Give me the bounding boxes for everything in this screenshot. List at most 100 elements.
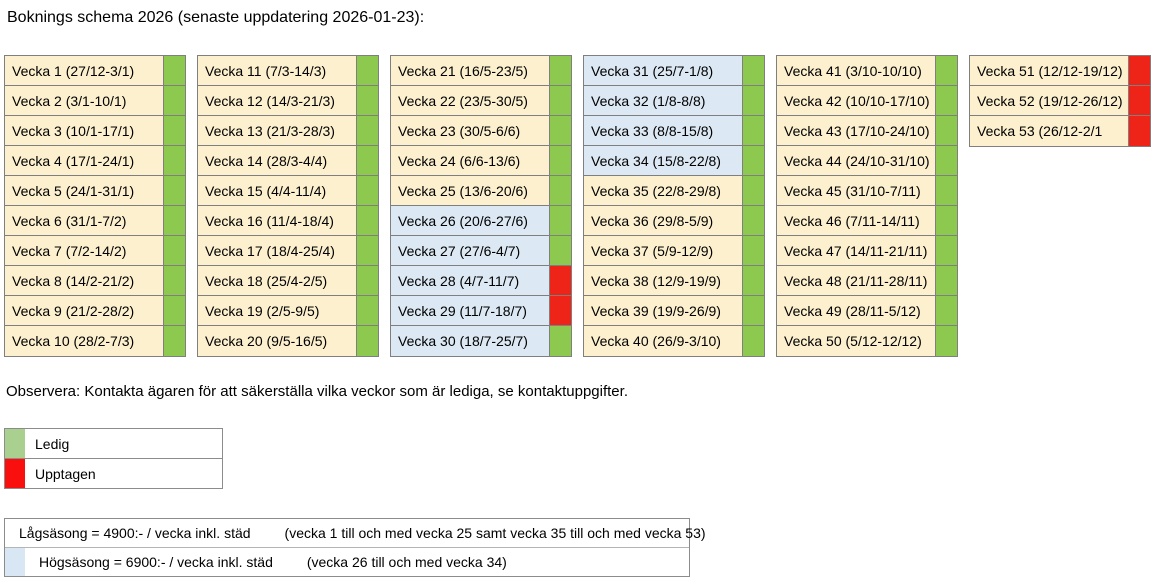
week-label: Vecka 13 (21/3-28/3)	[198, 116, 357, 145]
week-row: Vecka 14 (28/3-4/4)	[198, 146, 378, 176]
week-row: Vecka 19 (2/5-9/5)	[198, 296, 378, 326]
low-season-price-label: Lågsäsong = 4900:- / vecka inkl. städ	[19, 525, 251, 541]
week-label: Vecka 12 (14/3-21/3)	[198, 86, 357, 115]
week-row: Vecka 41 (3/10-10/10)	[777, 56, 957, 86]
week-label: Vecka 35 (22/8-29/8)	[584, 176, 743, 205]
week-status-free	[743, 56, 764, 85]
legend-row-free: Ledig	[5, 429, 222, 459]
week-status-free	[164, 206, 185, 235]
week-label: Vecka 25 (13/6-20/6)	[391, 176, 550, 205]
week-row: Vecka 33 (8/8-15/8)	[584, 116, 764, 146]
week-status-free	[743, 146, 764, 175]
week-label: Vecka 21 (16/5-23/5)	[391, 56, 550, 85]
booking-schedule-page: Boknings schema 2026 (senaste uppdaterin…	[0, 8, 1160, 577]
week-status-free	[743, 296, 764, 325]
week-row: Vecka 28 (4/7-11/7)	[391, 266, 571, 296]
week-row: Vecka 42 (10/10-17/10)	[777, 86, 957, 116]
week-label: Vecka 4 (17/1-24/1)	[5, 146, 164, 175]
booked-color-swatch	[5, 459, 25, 488]
week-status-free	[936, 56, 957, 85]
week-row: Vecka 27 (27/6-4/7)	[391, 236, 571, 266]
week-label: Vecka 27 (27/6-4/7)	[391, 236, 550, 265]
week-status-free	[936, 116, 957, 145]
week-label: Vecka 30 (18/7-25/7)	[391, 326, 550, 356]
week-row: Vecka 2 (3/1-10/1)	[5, 86, 185, 116]
week-column: Vecka 31 (25/7-1/8) Vecka 32 (1/8-8/8) Vec…	[583, 55, 765, 357]
week-status-free	[357, 116, 378, 145]
week-status-free	[550, 86, 571, 115]
week-row: Vecka 4 (17/1-24/1)	[5, 146, 185, 176]
week-row: Vecka 36 (29/8-5/9)	[584, 206, 764, 236]
week-status-free	[550, 176, 571, 205]
week-status-free	[550, 116, 571, 145]
week-row: Vecka 21 (16/5-23/5)	[391, 56, 571, 86]
week-status-free	[936, 206, 957, 235]
week-label: Vecka 39 (19/9-26/9)	[584, 296, 743, 325]
week-column: Vecka 11 (7/3-14/3) Vecka 12 (14/3-21/3) V…	[197, 55, 379, 357]
week-label: Vecka 23 (30/5-6/6)	[391, 116, 550, 145]
week-status-free	[357, 146, 378, 175]
week-label: Vecka 11 (7/3-14/3)	[198, 56, 357, 85]
week-row: Vecka 6 (31/1-7/2)	[5, 206, 185, 236]
week-label: Vecka 32 (1/8-8/8)	[584, 86, 743, 115]
low-season-range-note: (vecka 1 till och med vecka 25 samt veck…	[284, 525, 706, 541]
week-row: Vecka 39 (19/9-26/9)	[584, 296, 764, 326]
week-label: Vecka 51 (12/12-19/12)	[970, 56, 1129, 85]
week-row: Vecka 12 (14/3-21/3)	[198, 86, 378, 116]
week-row: Vecka 50 (5/12-12/12)	[777, 326, 957, 356]
week-row: Vecka 29 (11/7-18/7)	[391, 296, 571, 326]
week-status-free	[164, 56, 185, 85]
week-row: Vecka 1 (27/12-3/1)	[5, 56, 185, 86]
week-row: Vecka 20 (9/5-16/5)	[198, 326, 378, 356]
free-color-swatch	[5, 429, 25, 458]
week-status-free	[743, 116, 764, 145]
week-row: Vecka 47 (14/11-21/11)	[777, 236, 957, 266]
week-row: Vecka 51 (12/12-19/12)	[970, 56, 1150, 86]
week-status-free	[164, 176, 185, 205]
week-label: Vecka 45 (31/10-7/11)	[777, 176, 936, 205]
week-row: Vecka 40 (26/9-3/10)	[584, 326, 764, 356]
week-status-free	[936, 176, 957, 205]
week-row: Vecka 8 (14/2-21/2)	[5, 266, 185, 296]
price-legend: Lågsäsong = 4900:- / vecka inkl. städ (v…	[4, 518, 706, 577]
week-column: Vecka 21 (16/5-23/5) Vecka 22 (23/5-30/5)…	[390, 55, 572, 357]
week-label: Vecka 52 (19/12-26/12)	[970, 86, 1129, 115]
week-label: Vecka 41 (3/10-10/10)	[777, 56, 936, 85]
week-row: Vecka 30 (18/7-25/7)	[391, 326, 571, 356]
week-column: Vecka 51 (12/12-19/12) Vecka 52 (19/12-26…	[969, 55, 1151, 147]
week-status-free	[357, 86, 378, 115]
week-status-free	[164, 296, 185, 325]
price-row-high-season: Högsäsong = 6900:- / vecka inkl. städ (v…	[5, 548, 689, 576]
week-label: Vecka 48 (21/11-28/11)	[777, 266, 936, 295]
high-season-price-label: Högsäsong = 6900:- / vecka inkl. städ	[39, 554, 273, 570]
week-label: Vecka 46 (7/11-14/11)	[777, 206, 936, 235]
booking-grid: Vecka 1 (27/12-3/1) Vecka 2 (3/1-10/1) Vec…	[4, 55, 1160, 357]
week-status-free	[743, 206, 764, 235]
week-column: Vecka 1 (27/12-3/1) Vecka 2 (3/1-10/1) Vec…	[4, 55, 186, 357]
week-status-free	[550, 236, 571, 265]
week-label: Vecka 40 (26/9-3/10)	[584, 326, 743, 356]
week-label: Vecka 10 (28/2-7/3)	[5, 326, 164, 356]
week-row: Vecka 5 (24/1-31/1)	[5, 176, 185, 206]
week-row: Vecka 24 (6/6-13/6)	[391, 146, 571, 176]
week-label: Vecka 31 (25/7-1/8)	[584, 56, 743, 85]
week-label: Vecka 18 (25/4-2/5)	[198, 266, 357, 295]
week-row: Vecka 37 (5/9-12/9)	[584, 236, 764, 266]
week-row: Vecka 16 (11/4-18/4)	[198, 206, 378, 236]
week-status-free	[936, 146, 957, 175]
week-column: Vecka 41 (3/10-10/10) Vecka 42 (10/10-17/…	[776, 55, 958, 357]
week-label: Vecka 15 (4/4-11/4)	[198, 176, 357, 205]
week-status-free	[550, 146, 571, 175]
week-row: Vecka 23 (30/5-6/6)	[391, 116, 571, 146]
week-label: Vecka 38 (12/9-19/9)	[584, 266, 743, 295]
week-status-free	[164, 236, 185, 265]
week-label: Vecka 42 (10/10-17/10)	[777, 86, 936, 115]
week-status-free	[743, 86, 764, 115]
week-status-free	[357, 56, 378, 85]
week-row: Vecka 35 (22/8-29/8)	[584, 176, 764, 206]
week-status-booked	[550, 296, 571, 325]
week-row: Vecka 3 (10/1-17/1)	[5, 116, 185, 146]
week-label: Vecka 16 (11/4-18/4)	[198, 206, 357, 235]
week-status-free	[164, 266, 185, 295]
week-status-free	[357, 176, 378, 205]
